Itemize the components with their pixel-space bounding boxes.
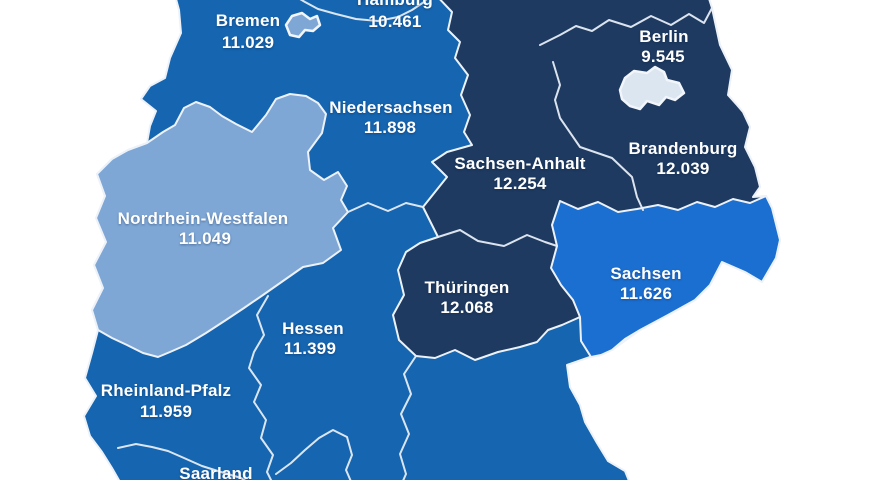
- state-label-bremen: Bremen 11.029: [216, 11, 281, 52]
- state-value: 12.068: [440, 298, 493, 317]
- state-label-hessen: Hessen 11.399: [282, 319, 344, 358]
- state-name: Nordrhein-Westfalen: [118, 209, 289, 228]
- state-name: Sachsen: [610, 264, 681, 283]
- state-label-rheinland-pfalz: Rheinland-Pfalz 11.959: [101, 381, 232, 421]
- state-name: Sachsen-Anhalt: [454, 154, 585, 173]
- state-shape-nordrhein-westfalen: [91, 93, 349, 358]
- state-value: 11.049: [179, 229, 231, 248]
- state-value: 11.959: [140, 402, 192, 421]
- border-hessen-bayern: [399, 355, 417, 480]
- state-value: 11.626: [620, 284, 672, 303]
- state-value: 12.254: [493, 174, 547, 193]
- state-border-lines: [117, 0, 713, 480]
- state-name: Saarland: [179, 464, 252, 480]
- border-rheinland-pfalz-hessen: [248, 295, 274, 480]
- border-rheinland-pfalz-saarland: [117, 443, 247, 480]
- state-value: 12.039: [656, 159, 709, 178]
- state-name: Niedersachsen: [329, 98, 453, 117]
- state-name: Hamburg: [357, 0, 433, 9]
- state-label-hamburg: Hamburg 10.461: [357, 0, 433, 31]
- border-mecklenburg-brandenburg: [539, 7, 713, 46]
- state-label-brandenburg: Brandenburg 12.039: [629, 139, 738, 178]
- state-value: 9.545: [641, 47, 685, 66]
- border-niedersachsen-hessen: [347, 202, 424, 213]
- state-label-sachsen-anhalt: Sachsen-Anhalt 12.254: [454, 154, 585, 193]
- state-name: Rheinland-Pfalz: [101, 381, 232, 400]
- state-name: Brandenburg: [629, 139, 738, 158]
- state-label-berlin: Berlin 9.545: [639, 27, 688, 66]
- border-schleswig-holstein-niedersachsen: [299, 0, 428, 22]
- state-label-saarland: Saarland: [179, 464, 252, 480]
- state-name: Bremen: [216, 11, 281, 30]
- state-name: Thüringen: [425, 278, 510, 297]
- state-name: Hessen: [282, 319, 344, 338]
- state-value: 11.029: [222, 33, 274, 52]
- state-label-niedersachsen: Niedersachsen 11.898: [329, 98, 453, 137]
- state-shape-bremen-city: [284, 11, 322, 39]
- state-shape-berlin-city: [618, 65, 686, 111]
- state-value: 10.461: [368, 12, 421, 31]
- state-value: 11.898: [364, 118, 416, 137]
- border-brandenburg-sachsen-anhalt: [552, 61, 644, 211]
- state-name: Berlin: [639, 27, 688, 46]
- state-label-thueringen: Thüringen 12.068: [425, 278, 510, 317]
- state-label-nordrhein-westfalen: Nordrhein-Westfalen 11.049: [118, 209, 289, 248]
- state-labels: Hamburg 10.461 Bremen 11.029 Berlin 9.54…: [101, 0, 738, 480]
- state-label-sachsen: Sachsen 11.626: [610, 264, 681, 303]
- state-shape-sachsen: [550, 195, 781, 358]
- state-value: 11.399: [284, 339, 336, 358]
- border-sachsen-anhalt-thueringen: [437, 229, 558, 247]
- border-hessen-baden-wuerttemberg: [275, 429, 353, 480]
